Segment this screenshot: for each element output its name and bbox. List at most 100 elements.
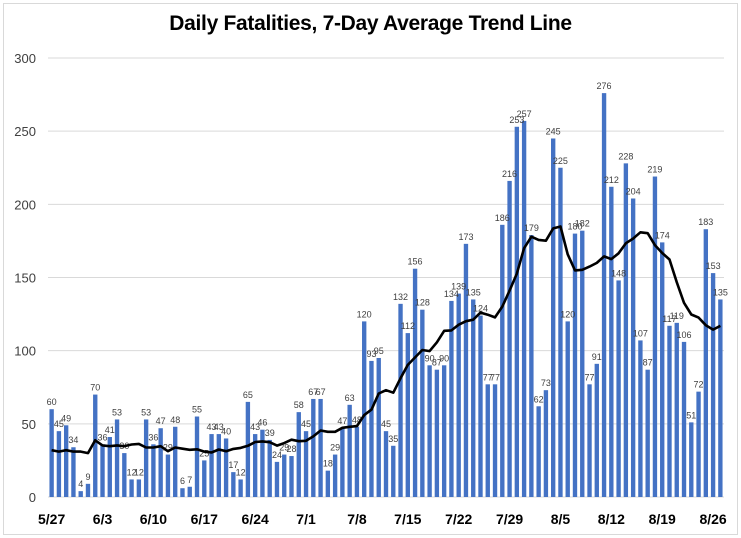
bar — [681, 341, 687, 497]
bar — [449, 300, 454, 497]
data-label: 62 — [534, 394, 544, 404]
bar — [129, 479, 134, 497]
data-label: 135 — [466, 287, 481, 297]
data-label: 25 — [199, 448, 209, 458]
data-label: 46 — [257, 418, 267, 428]
bar — [325, 470, 331, 497]
data-label: 29 — [279, 443, 289, 453]
data-label: 12 — [134, 467, 144, 477]
data-label: 124 — [473, 304, 488, 314]
data-label: 36 — [98, 432, 108, 442]
data-label: 225 — [553, 156, 568, 166]
bar — [122, 453, 127, 497]
data-label: 28 — [286, 444, 296, 454]
data-label: 29 — [163, 443, 173, 453]
bar — [674, 322, 679, 497]
data-label: 45 — [381, 419, 391, 429]
bar — [173, 426, 178, 497]
bar — [492, 384, 498, 497]
chart-title: Daily Fatalities, 7-Day Average Trend Li… — [169, 12, 572, 35]
data-label: 67 — [308, 387, 318, 397]
x-tick-label: 7/22 — [445, 511, 472, 527]
bar — [514, 126, 520, 497]
data-label: 70 — [90, 383, 100, 393]
data-label: 148 — [611, 268, 626, 278]
bar — [551, 138, 556, 497]
data-label: 72 — [694, 380, 704, 390]
bar — [485, 384, 490, 497]
bar — [623, 163, 629, 498]
bar — [223, 438, 229, 497]
x-tick-label: 6/10 — [140, 511, 167, 527]
bar — [303, 431, 309, 497]
bar — [151, 444, 156, 497]
data-label: 119 — [670, 311, 684, 321]
bar — [332, 454, 338, 497]
bar — [231, 472, 236, 497]
bar — [136, 479, 142, 497]
y-axis-ticks: 0 50 100 150 200 250 300 — [14, 51, 36, 505]
bar — [187, 486, 192, 497]
bar — [667, 325, 672, 497]
y-tick-label: 200 — [14, 197, 36, 212]
data-label: 67 — [316, 387, 326, 397]
data-label: 219 — [647, 165, 662, 175]
bar — [601, 93, 607, 498]
bar — [710, 273, 716, 497]
bar — [376, 357, 381, 497]
bar — [362, 321, 367, 497]
bar — [165, 454, 171, 497]
data-label: 182 — [575, 219, 590, 229]
data-label: 120 — [357, 309, 372, 319]
bar — [420, 309, 425, 497]
data-label: 179 — [524, 223, 539, 233]
data-label: 55 — [192, 405, 202, 415]
bar — [260, 429, 265, 497]
data-label: 29 — [330, 443, 340, 453]
data-label: 34 — [68, 435, 78, 445]
data-label: 53 — [141, 407, 151, 417]
bar — [85, 483, 91, 497]
bar — [434, 369, 440, 497]
y-tick-label: 150 — [14, 271, 36, 286]
bar — [529, 235, 534, 497]
bar — [616, 280, 621, 497]
data-label: 120 — [560, 309, 575, 319]
y-tick-label: 50 — [22, 417, 36, 432]
data-label: 77 — [585, 372, 595, 382]
data-label: 48 — [352, 415, 362, 425]
bar — [383, 431, 389, 497]
bar — [521, 120, 527, 497]
data-label: 77 — [490, 372, 500, 382]
bar — [703, 229, 709, 497]
bar — [296, 412, 301, 497]
bar — [594, 363, 599, 497]
data-label: 87 — [643, 358, 653, 368]
x-tick-label: 7/1 — [296, 511, 316, 527]
data-label: 212 — [604, 175, 619, 185]
data-label: 183 — [698, 217, 713, 227]
data-label: 41 — [105, 425, 115, 435]
data-label: 58 — [294, 400, 304, 410]
x-tick-label: 8/19 — [649, 511, 676, 527]
data-label: 73 — [541, 378, 551, 388]
data-label: 90 — [439, 353, 449, 363]
bar — [209, 434, 214, 497]
bar — [282, 454, 287, 497]
data-label: 53 — [112, 407, 122, 417]
data-label: 93 — [366, 349, 376, 359]
bar — [143, 419, 149, 497]
bar — [580, 230, 585, 497]
data-label: 87 — [432, 358, 442, 368]
data-label: 117 — [662, 314, 676, 324]
data-label: 35 — [388, 434, 398, 444]
x-tick-label: 8/26 — [699, 511, 726, 527]
bar-series — [49, 93, 723, 498]
data-label: 107 — [633, 328, 648, 338]
data-label: 39 — [265, 428, 275, 438]
data-label: 180 — [567, 222, 582, 232]
data-label: 153 — [706, 261, 721, 271]
data-label: 47 — [337, 416, 347, 426]
bar — [340, 428, 345, 497]
bar — [347, 404, 352, 497]
